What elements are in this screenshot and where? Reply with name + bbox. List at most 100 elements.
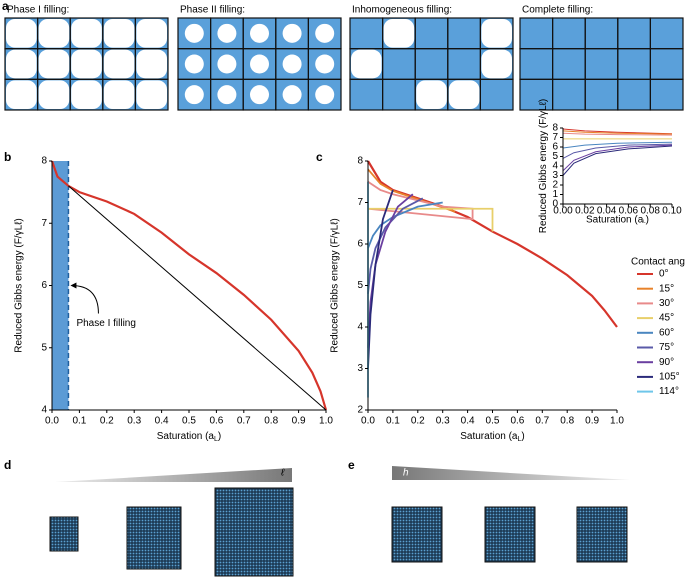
grid-bg (520, 18, 683, 110)
legend-label: 15° (659, 283, 674, 294)
x-tick-label: 0.8 (264, 416, 278, 427)
pore (6, 19, 37, 48)
droplet (217, 23, 237, 43)
droplet (282, 54, 302, 74)
x-tick-label: 0.06 (619, 206, 639, 217)
shaded-region (52, 161, 69, 410)
annotation: Phase I filling (76, 318, 135, 329)
x-tick-label: 0.02 (575, 206, 595, 217)
x-tick-label: 0.9 (292, 416, 306, 427)
x-label-part: ) (521, 431, 524, 442)
size-wedge (55, 468, 292, 482)
cell (649, 78, 684, 111)
x-axis-label: Saturation (aL) (157, 431, 222, 443)
y-tick-label: 3 (357, 363, 363, 374)
x-tick-label: 0.7 (535, 416, 549, 427)
y-tick-label: 7 (41, 218, 47, 229)
pore (383, 19, 415, 48)
droplet (184, 54, 204, 74)
pore (6, 49, 37, 79)
y-tick-label: 7 (357, 197, 363, 208)
arrow-head (70, 282, 77, 289)
droplet (184, 85, 204, 105)
legend-label: 60° (659, 327, 674, 338)
pore (103, 19, 135, 48)
x-label-part: ) (218, 431, 221, 442)
legend-label: 0° (659, 269, 669, 280)
scale-label: ℓ (280, 468, 285, 479)
droplet (315, 85, 335, 105)
droplet (250, 54, 269, 74)
series-line (68, 185, 327, 411)
pore (416, 80, 447, 109)
y-tick-label: 6 (357, 239, 363, 250)
legend-label: 30° (659, 298, 674, 309)
grid-title: Complete filling: (522, 5, 593, 16)
x-tick-label: 0.2 (411, 416, 425, 427)
structure (391, 506, 443, 563)
series-line (562, 141, 673, 149)
legend-label: 90° (659, 357, 674, 368)
panel-label: b (4, 150, 11, 164)
structure (484, 506, 536, 563)
pore (481, 19, 512, 48)
droplet (315, 54, 335, 74)
panel-label: d (4, 458, 11, 472)
droplet (217, 54, 237, 74)
pore (136, 80, 167, 109)
x-tick-label: 0.0 (361, 416, 375, 427)
x-tick-label: 0.9 (585, 416, 599, 427)
pore (103, 49, 135, 79)
y-tick-label: 8 (357, 156, 363, 167)
x-label-part: L (518, 436, 522, 443)
y-tick-label: 4 (552, 161, 558, 172)
legend-label: 105° (659, 372, 680, 383)
droplet (282, 85, 302, 105)
x-tick-label: 0.04 (597, 206, 617, 217)
droplet (184, 23, 204, 43)
series-line (367, 160, 618, 328)
y-axis-label: Reduced Gibbs energy (F/γLℓ) (14, 218, 25, 352)
y-axis-label: Reduced Gibbs energy (F/γLℓ) (538, 99, 549, 233)
pore (481, 49, 512, 79)
x-tick-label: 1.0 (610, 416, 624, 427)
x-label-part: Saturation (a (460, 431, 518, 442)
charts: 0.0 0.1 0.2 0.3 0.4 0.5 0.6 0.7 0.8 0.9 1.045678Sa… (14, 99, 685, 443)
series-line (367, 201, 443, 249)
y-tick-label: 3 (552, 170, 558, 181)
height-wedge (392, 466, 630, 480)
pore (38, 49, 70, 79)
series-line (562, 144, 673, 172)
x-tick-label: 0.1 (72, 416, 86, 427)
x-label-part: Saturation (a (157, 431, 215, 442)
y-tick-label: 8 (41, 156, 47, 167)
x-tick-label: 0.2 (100, 416, 114, 427)
grid-title: Phase II filling: (180, 5, 245, 16)
y-tick-label: 6 (41, 280, 47, 291)
panel-e: e h (348, 458, 630, 563)
x-tick-label: 0.4 (461, 416, 475, 427)
structure (49, 516, 79, 552)
pore (38, 80, 70, 109)
grid-title: Phase I filling: (7, 5, 69, 16)
cell (479, 78, 514, 111)
pore (448, 80, 480, 109)
pore (103, 80, 135, 109)
chart: 0.0 0.1 0.2 0.3 0.4 0.5 0.6 0.7 0.8 0.9 1.02345678… (330, 156, 685, 443)
y-tick-label: 2 (357, 405, 363, 416)
structure (576, 506, 628, 563)
x-axis-label: Saturation (aL) (586, 214, 649, 225)
series-line (562, 130, 673, 135)
legend-title: Contact angle: (631, 257, 685, 268)
scale-label: h (403, 468, 409, 479)
y-tick-label: 7 (552, 132, 558, 143)
structure (126, 506, 182, 570)
series-line (562, 145, 673, 176)
droplet (282, 23, 302, 43)
y-tick-label: 5 (41, 342, 47, 353)
legend-label: 114° (659, 386, 679, 397)
droplet (315, 23, 335, 43)
pore (71, 49, 102, 79)
x-tick-label: 0.5 (486, 416, 500, 427)
